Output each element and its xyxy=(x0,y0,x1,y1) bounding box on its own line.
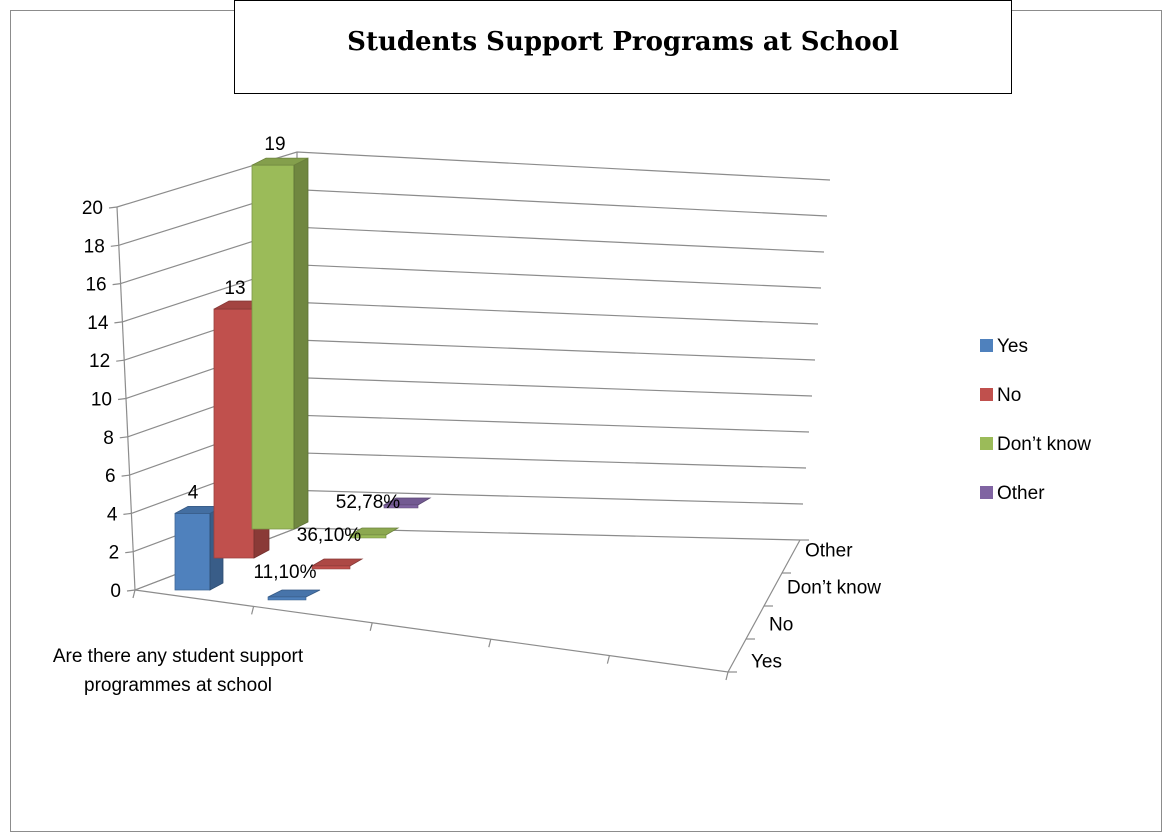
y-tick-mark xyxy=(126,589,136,592)
x-tick-mark xyxy=(488,639,492,648)
percent-marker-no xyxy=(310,558,364,570)
bar-don-t-know xyxy=(251,157,309,530)
bar-value-label: 19 xyxy=(264,134,285,155)
y-tick-label: 16 xyxy=(85,275,106,296)
y-tick-mark xyxy=(117,397,127,401)
y-tick-label: 20 xyxy=(82,198,103,219)
depth-axis: Yes No Don’t know Other xyxy=(728,539,881,673)
percent-marker-don-t-know xyxy=(348,527,400,539)
legend-swatch xyxy=(980,388,993,401)
x-tick-mark xyxy=(369,622,373,631)
chart-title-box: Students Support Programs at School xyxy=(234,0,1012,94)
y-tick-label: 8 xyxy=(103,428,114,449)
chart-bars xyxy=(174,157,432,601)
y-tick-mark xyxy=(125,551,134,554)
y-tick-mark xyxy=(108,206,118,209)
percent-marker-yes xyxy=(267,589,321,601)
y-tick-label: 10 xyxy=(91,390,112,411)
y-tick-mark xyxy=(116,359,125,362)
x-tick-mark xyxy=(606,655,610,664)
y-tick-mark xyxy=(114,321,123,324)
y-tick-label: 14 xyxy=(87,313,109,334)
legend-label: Yes xyxy=(997,336,1028,357)
y-tick-label: 12 xyxy=(89,351,110,372)
x-tick-mark xyxy=(251,606,255,615)
percent-label: 52,78% xyxy=(336,492,401,513)
y-tick-mark xyxy=(110,244,119,247)
percent-marker-front xyxy=(349,534,387,539)
y-axis: 0 2 4 6 8 10 12 14 16 18 20 xyxy=(82,198,136,602)
percent-marker-front xyxy=(383,504,419,509)
bar-side xyxy=(293,157,309,530)
gridline xyxy=(120,226,825,285)
depth-tick-label: Don’t know xyxy=(787,578,881,599)
percent-marker-other xyxy=(382,497,432,509)
legend-label: Don’t know xyxy=(997,434,1091,455)
legend-swatch xyxy=(980,339,993,352)
bar-value-label: 4 xyxy=(188,482,199,503)
percent-label: 11,10% xyxy=(253,562,316,583)
y-tick-label: 6 xyxy=(105,466,116,487)
percent-marker-top xyxy=(267,589,321,598)
bar-top xyxy=(251,157,309,166)
data-labels: 4 13 19 11,10% 36,10% 52,78% xyxy=(188,134,401,583)
bar-value-label: 13 xyxy=(224,278,245,299)
depth-tick-label: No xyxy=(769,615,793,636)
percent-marker-front xyxy=(311,565,351,570)
percent-marker-front xyxy=(267,596,307,601)
bar-front xyxy=(174,513,211,591)
gridline xyxy=(118,188,828,246)
chart-title: Students Support Programs at School xyxy=(347,27,899,57)
legend-swatch xyxy=(980,437,993,450)
bar-front xyxy=(251,164,295,530)
y-tick-mark xyxy=(119,436,128,439)
x-category-label: Are there any student support programmes … xyxy=(53,646,304,696)
bar-front xyxy=(213,308,255,559)
y-tick-mark xyxy=(123,512,132,515)
percent-marker-top xyxy=(310,558,364,567)
y-tick-label: 0 xyxy=(110,581,121,602)
y-tick-mark xyxy=(112,283,121,286)
legend-label: Other xyxy=(997,483,1045,504)
y-tick-label: 2 xyxy=(109,543,120,564)
legend-label: No xyxy=(997,385,1021,406)
depth-tick-label: Yes xyxy=(751,652,782,673)
legend-swatch xyxy=(980,486,993,499)
percent-label: 36,10% xyxy=(297,525,362,546)
y-tick-label: 18 xyxy=(84,236,105,257)
x-axis: Are there any student support programmes … xyxy=(53,646,304,696)
depth-tick-label: Other xyxy=(805,541,853,562)
x-tick-mark xyxy=(132,589,136,599)
x-tick-mark xyxy=(725,671,729,681)
y-tick-mark xyxy=(121,474,130,477)
legend: Yes No Don’t know Other xyxy=(980,336,1091,504)
y-tick-label: 4 xyxy=(107,504,118,525)
